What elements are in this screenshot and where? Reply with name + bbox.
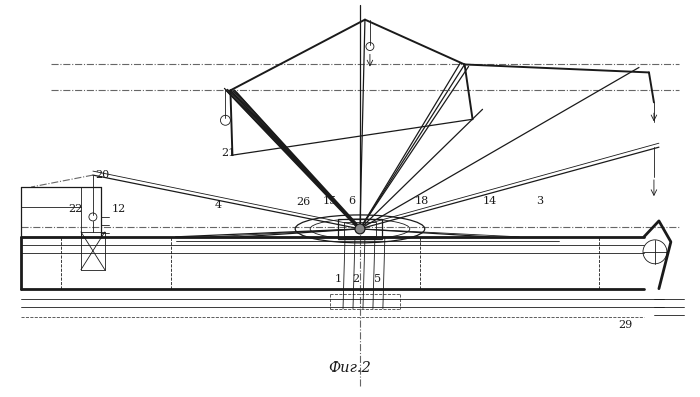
Text: 6: 6 xyxy=(349,196,356,206)
Bar xyxy=(344,222,376,236)
Text: 26: 26 xyxy=(296,197,310,207)
Text: 18: 18 xyxy=(414,196,429,206)
Text: 29: 29 xyxy=(618,320,632,330)
Text: 15: 15 xyxy=(323,196,337,206)
Text: 3: 3 xyxy=(536,196,543,206)
Text: Фиг.2: Фиг.2 xyxy=(328,361,372,376)
Text: 20: 20 xyxy=(96,170,110,180)
Text: 5: 5 xyxy=(374,274,382,284)
Circle shape xyxy=(355,224,365,234)
Bar xyxy=(338,219,382,239)
Text: 22: 22 xyxy=(68,204,82,214)
Text: 4: 4 xyxy=(215,200,222,210)
Text: 14: 14 xyxy=(482,196,496,206)
Text: 2: 2 xyxy=(352,274,360,284)
Text: 12: 12 xyxy=(112,204,126,214)
Text: 21: 21 xyxy=(221,148,236,158)
Text: 1: 1 xyxy=(335,274,342,284)
